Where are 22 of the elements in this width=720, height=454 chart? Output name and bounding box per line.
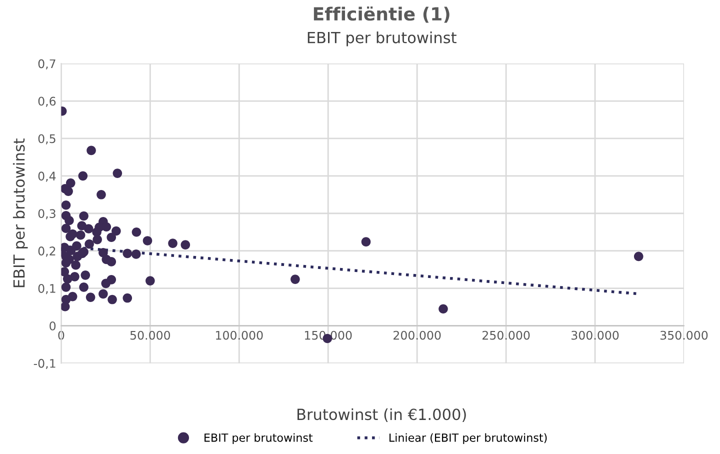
legend-label: Liniear (EBIT per brutowinst) bbox=[390, 433, 547, 444]
y-tick-label: 0,7 bbox=[38, 59, 56, 70]
x-tick-label: 50.000 bbox=[130, 330, 170, 340]
y-tick-label: 0,2 bbox=[38, 246, 56, 257]
x-tick-label: 0 bbox=[58, 330, 64, 340]
chart-title: Efficiëntie (1) bbox=[314, 6, 450, 23]
y-tick-label: 0,4 bbox=[38, 172, 56, 182]
x-tick-label: 300.000 bbox=[572, 330, 619, 340]
x-axis-title: Brutowinst (in €1.000) bbox=[298, 408, 466, 422]
y-tick-label: 0,5 bbox=[38, 134, 56, 144]
y-tick-label: 0,1 bbox=[38, 284, 56, 294]
y-axis-title: EBIT per brutowinst bbox=[12, 138, 28, 288]
x-tick-label: 350.000 bbox=[660, 330, 708, 340]
chart-subtitle: EBIT per brutowinst bbox=[308, 32, 456, 46]
y-tick-label: 0 bbox=[50, 321, 56, 330]
x-tick-label: 250.000 bbox=[482, 330, 530, 340]
x-tick-label: 100.000 bbox=[216, 330, 263, 340]
y-tick-label: 0,6 bbox=[38, 96, 56, 107]
y-tick-label: 0,3 bbox=[38, 209, 56, 220]
legend-label: EBIT per brutowinst bbox=[204, 433, 313, 444]
x-tick-label: 200.000 bbox=[394, 330, 441, 340]
y-tick-label: -0,1 bbox=[34, 358, 56, 370]
